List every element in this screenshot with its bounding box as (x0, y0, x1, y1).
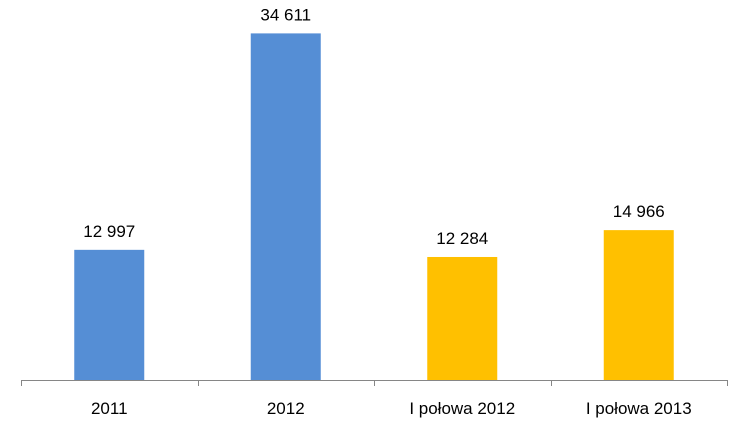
data-label-3: 12 284 (436, 229, 488, 248)
bar-2 (250, 33, 321, 380)
x-tick-label-4: I połowa 2013 (586, 399, 692, 418)
data-labels-group: 12 997 34 611 12 284 14 966 (83, 5, 665, 248)
x-axis-tick-labels: 2011 2012 I połowa 2012 I połowa 2013 (91, 399, 692, 418)
x-axis-ticks (21, 380, 728, 386)
bar-1 (74, 249, 145, 380)
data-label-2: 34 611 (260, 5, 311, 24)
bars-group (74, 33, 674, 380)
x-tick-label-1: 2011 (91, 399, 128, 418)
bar-3 (427, 256, 498, 380)
data-label-1: 12 997 (83, 222, 135, 241)
x-tick-label-2: 2012 (267, 399, 305, 418)
data-label-4: 14 966 (613, 202, 665, 221)
bar-4 (603, 230, 674, 380)
x-tick-label-3: I połowa 2012 (409, 399, 515, 418)
